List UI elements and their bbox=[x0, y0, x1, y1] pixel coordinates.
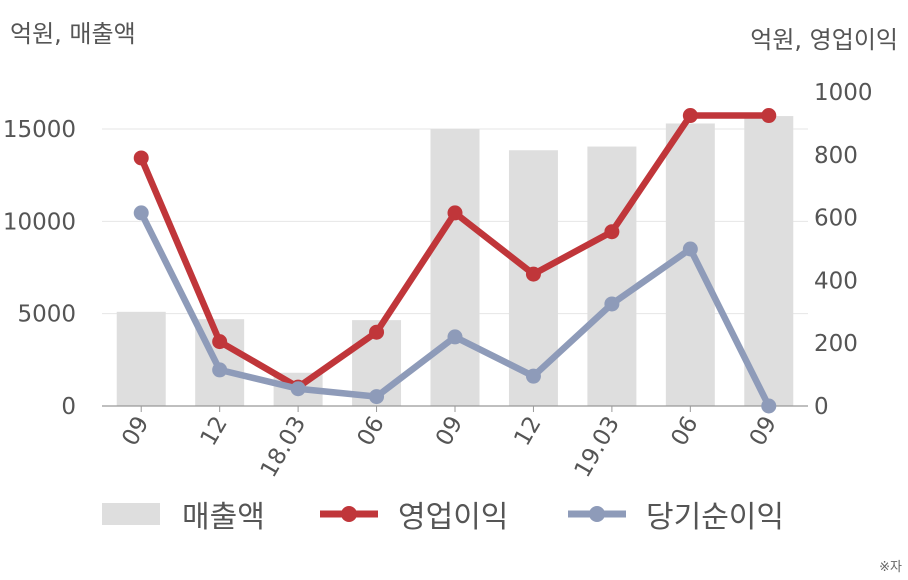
data-point bbox=[447, 205, 463, 221]
x-tick-label: 18.03 bbox=[256, 412, 311, 480]
left-axis-unit-label: 억원, 매출액 bbox=[10, 20, 136, 48]
data-point bbox=[525, 368, 541, 384]
bar-revenue bbox=[430, 129, 480, 406]
y-right-tick-label: 800 bbox=[814, 143, 858, 169]
x-tick-label: 19.03 bbox=[570, 412, 625, 480]
x-tick-label: 09 bbox=[117, 412, 154, 450]
data-point bbox=[761, 108, 777, 124]
legend-label-revenue: 매출액 bbox=[182, 500, 265, 535]
data-point bbox=[133, 150, 149, 166]
legend-line-swatch-operating bbox=[320, 506, 378, 522]
y-right-tick-label: 0 bbox=[814, 394, 829, 420]
x-tick-label: 06 bbox=[353, 412, 390, 450]
y-left-tick-label: 15000 bbox=[3, 117, 76, 143]
y-left-tick-label: 5000 bbox=[17, 302, 76, 328]
combo-chart: 0 5000 10000 15000 0 200 400 600 800 1000 09 12 18.0… bbox=[3, 80, 873, 480]
right-axis-unit-label: 억원, 영업이익 bbox=[750, 26, 898, 54]
x-tick-label: 09 bbox=[745, 412, 782, 450]
y-right-tick-label: 600 bbox=[814, 206, 858, 232]
x-tick-label: 12 bbox=[509, 412, 546, 450]
legend-line-swatch-net bbox=[568, 506, 626, 522]
data-point bbox=[212, 362, 228, 378]
data-point bbox=[682, 241, 698, 257]
legend-revenue: 매출액 bbox=[102, 492, 265, 536]
bar-revenue bbox=[744, 116, 794, 406]
legend-operating: 영업이익 bbox=[318, 492, 508, 536]
source-note: ※자 bbox=[879, 560, 902, 575]
data-point bbox=[761, 398, 777, 414]
y-right-tick-label: 1000 bbox=[814, 80, 873, 106]
y-left-tick-label: 10000 bbox=[3, 209, 76, 235]
legend-label-operating: 영업이익 bbox=[398, 500, 509, 535]
data-point bbox=[369, 324, 385, 340]
y-right-tick-label: 200 bbox=[814, 331, 858, 357]
x-tick-label: 06 bbox=[666, 412, 703, 450]
bar-revenue bbox=[665, 123, 715, 407]
y-right-tick-label: 400 bbox=[814, 268, 858, 294]
data-point bbox=[525, 266, 541, 282]
data-point bbox=[447, 329, 463, 345]
legend-label-net: 당기순이익 bbox=[646, 500, 784, 535]
bar-revenue bbox=[587, 146, 637, 406]
data-point bbox=[212, 334, 228, 350]
legend-net: 당기순이익 bbox=[566, 492, 784, 536]
legend-bar-swatch bbox=[102, 503, 160, 525]
x-tick-label: 12 bbox=[196, 412, 233, 450]
bar-revenue bbox=[116, 311, 166, 406]
x-tick-label: 09 bbox=[431, 412, 468, 450]
data-point bbox=[682, 108, 698, 124]
data-point bbox=[369, 389, 385, 405]
data-point bbox=[604, 224, 620, 240]
data-point bbox=[604, 296, 620, 312]
data-point bbox=[290, 381, 306, 397]
y-left-tick-label: 0 bbox=[61, 394, 76, 420]
data-point bbox=[133, 205, 149, 221]
